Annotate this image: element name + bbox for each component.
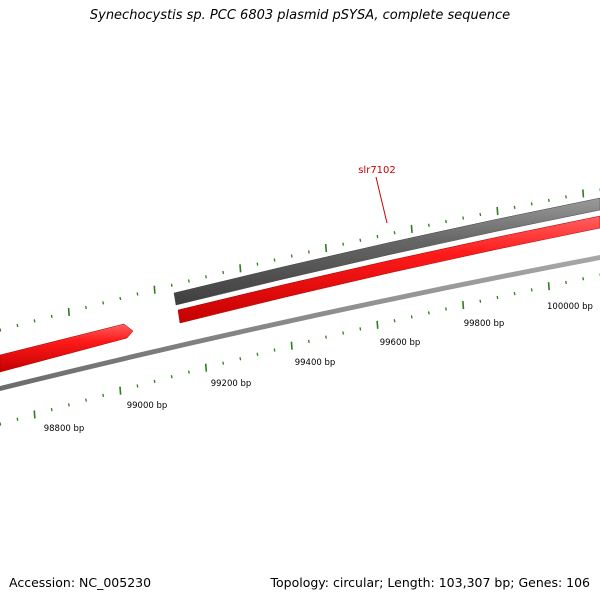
minor-tick xyxy=(290,254,293,258)
major-tick xyxy=(582,189,585,198)
minor-tick xyxy=(530,288,533,292)
scale-label: 98800 bp xyxy=(44,424,85,434)
minor-tick xyxy=(273,258,276,262)
minor-tick xyxy=(256,262,259,266)
major-tick xyxy=(324,243,328,253)
gene-label-slr7102[interactable]: slr7102 xyxy=(358,165,396,176)
gene-label-leader-line xyxy=(375,176,388,224)
minor-tick xyxy=(67,403,70,407)
scale-label: 99000 bp xyxy=(127,401,168,411)
map-title: Synechocystis sp. PCC 6803 plasmid pSYSA… xyxy=(89,8,511,23)
minor-tick xyxy=(187,279,190,283)
minor-tick xyxy=(0,328,2,332)
major-tick xyxy=(239,264,242,273)
minor-tick xyxy=(307,250,310,254)
minor-tick xyxy=(136,384,139,388)
minor-tick xyxy=(50,314,53,319)
major-tick xyxy=(290,341,293,350)
minor-tick xyxy=(187,370,190,374)
major-tick xyxy=(462,301,465,310)
minor-tick xyxy=(16,323,19,328)
minor-tick xyxy=(479,299,482,303)
minor-tick xyxy=(445,307,447,311)
minor-tick xyxy=(102,393,105,398)
minor-tick xyxy=(205,275,207,279)
minor-tick xyxy=(50,408,53,412)
minor-tick xyxy=(16,417,19,421)
forward-strand-gene-slr7102[interactable] xyxy=(177,215,600,324)
minor-tick xyxy=(136,292,139,296)
minor-tick xyxy=(530,202,533,206)
minor-tick xyxy=(325,335,327,339)
minor-tick xyxy=(445,220,447,224)
minor-tick xyxy=(222,270,225,275)
outer-tick-ring xyxy=(0,188,600,332)
minor-tick xyxy=(307,339,310,344)
minor-tick xyxy=(0,422,2,426)
minor-tick xyxy=(342,331,345,335)
major-tick xyxy=(547,282,550,291)
scale-labels: 98800 bp 99000 bp 99200 bp 99400 bp 9960… xyxy=(44,302,593,434)
major-tick xyxy=(153,285,156,294)
minor-tick xyxy=(33,319,36,323)
minor-tick xyxy=(359,238,362,242)
sequence-backbone xyxy=(0,255,600,391)
major-tick xyxy=(410,224,413,234)
minor-tick xyxy=(393,231,396,235)
minor-tick xyxy=(153,379,156,383)
scale-label: 99800 bp xyxy=(464,319,505,329)
minor-tick xyxy=(222,361,225,365)
forward-strand-gene-left[interactable] xyxy=(0,323,134,373)
minor-tick xyxy=(85,398,87,402)
minor-tick xyxy=(547,198,550,203)
major-tick xyxy=(33,410,36,419)
minor-tick xyxy=(119,296,122,301)
minor-tick xyxy=(273,348,276,352)
minor-tick xyxy=(582,277,585,281)
inner-tick-ring xyxy=(0,273,600,426)
minor-tick xyxy=(256,352,259,356)
scale-label: 99200 bp xyxy=(211,379,252,389)
scale-label: 99400 bp xyxy=(295,358,336,368)
minor-tick xyxy=(359,327,362,331)
minor-tick xyxy=(376,234,379,239)
minor-tick xyxy=(513,205,516,210)
minor-tick xyxy=(496,295,499,300)
minor-tick xyxy=(393,319,396,323)
major-tick xyxy=(204,363,208,372)
minor-tick xyxy=(565,280,567,285)
minor-tick xyxy=(565,195,567,199)
minor-tick xyxy=(170,375,173,379)
minor-tick xyxy=(479,212,482,217)
major-tick xyxy=(376,320,379,329)
minor-tick xyxy=(427,223,430,227)
minor-tick xyxy=(410,315,413,319)
major-tick xyxy=(119,386,122,395)
scale-label: 99600 bp xyxy=(380,338,421,348)
minor-tick xyxy=(85,305,87,310)
minor-tick xyxy=(462,216,465,220)
minor-tick xyxy=(513,292,516,296)
accession-text: Accession: NC_005230 xyxy=(9,575,152,590)
major-tick xyxy=(67,307,70,316)
minor-tick xyxy=(102,301,105,305)
topology-summary-text: Topology: circular; Length: 103,307 bp; … xyxy=(270,575,591,590)
major-tick xyxy=(496,206,499,215)
minor-tick xyxy=(239,357,242,361)
minor-tick xyxy=(427,311,430,315)
minor-tick xyxy=(170,283,173,287)
reverse-strand-gene[interactable] xyxy=(173,197,600,306)
minor-tick xyxy=(342,242,345,246)
scale-label: 100000 bp xyxy=(547,302,593,312)
